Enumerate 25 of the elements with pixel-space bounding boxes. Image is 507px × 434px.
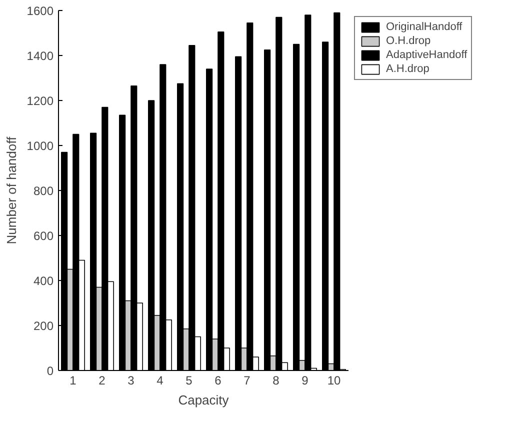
y-tick-label: 1400 (26, 49, 54, 63)
x-tick-label: 5 (186, 374, 193, 388)
y-tick-label: 200 (33, 319, 54, 333)
y-tick-label: 600 (33, 229, 54, 243)
x-tick-label: 3 (128, 374, 135, 388)
x-tick-label: 6 (214, 374, 222, 388)
x-tick-label: 4 (156, 374, 164, 388)
x-tick-label: 2 (98, 374, 106, 388)
y-tick-label: 1600 (26, 4, 54, 18)
x-tick-label: 8 (272, 374, 280, 388)
legend-label: O.H.drop (386, 35, 431, 47)
legend-label: AdaptiveHandoff (386, 49, 468, 61)
y-tick-label: 0 (46, 364, 54, 378)
x-tick-label: 9 (302, 374, 309, 388)
x-axis-title: Capacity (178, 392, 230, 408)
y-tick-label: 400 (33, 274, 54, 288)
y-tick-label: 1000 (26, 139, 54, 153)
legend-label: A.H.drop (386, 63, 430, 75)
y-tick-label: 1200 (26, 94, 54, 108)
y-tick-label: 800 (33, 184, 54, 198)
x-tick-label: 1 (70, 374, 77, 388)
legend-label: OriginalHandoff (386, 21, 462, 33)
x-tick-label: 10 (327, 374, 341, 388)
y-axis-title: Number of handoff (4, 136, 19, 244)
x-tick-label: 7 (244, 374, 251, 388)
